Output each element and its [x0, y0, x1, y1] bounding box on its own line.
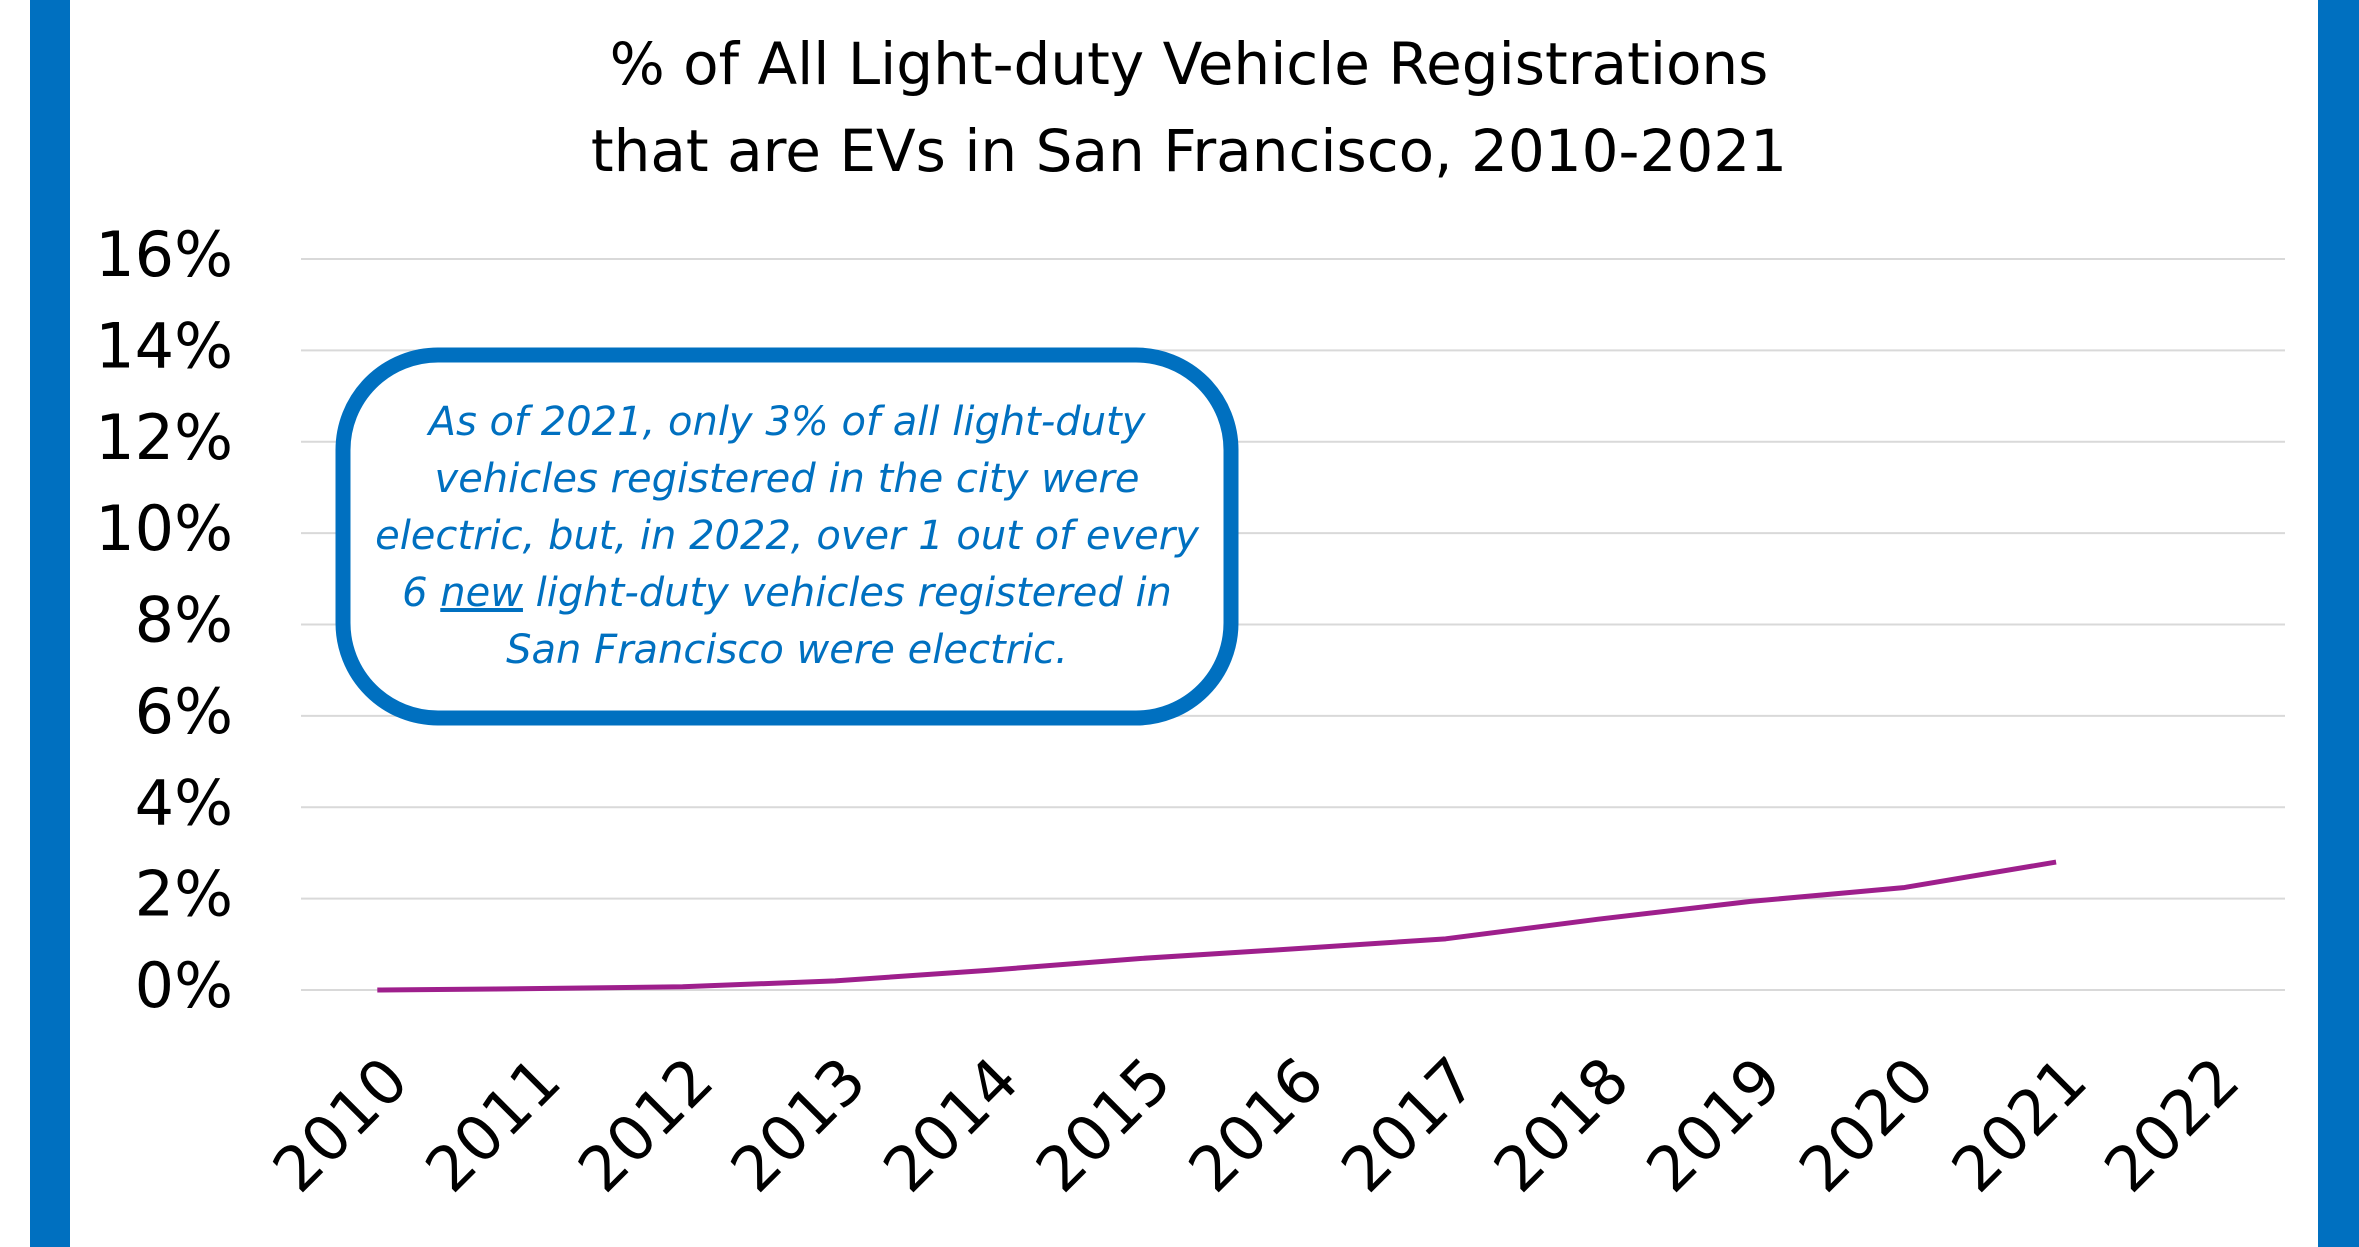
annotation-segment: vehicles registered in the city were	[435, 456, 1140, 502]
data-line	[377, 859, 2057, 993]
x-tick-label: 2015	[1022, 1043, 1185, 1206]
y-tick-label: 6%	[135, 675, 233, 748]
y-tick-label: 12%	[95, 401, 233, 474]
annotation-segment: San Francisco were electric.	[506, 627, 1068, 673]
y-tick-label: 8%	[135, 584, 233, 657]
annotation-text: As of 2021, only 3% of all light-duty	[426, 399, 1147, 445]
x-tick-label: 2019	[1632, 1043, 1795, 1206]
annotation-text: electric, but, in 2022, over 1 out of ev…	[375, 513, 1200, 559]
left-border	[30, 0, 70, 1247]
annotation-text: 6 new light-duty vehicles registered in	[402, 570, 1172, 616]
annotation-segment: new	[440, 570, 523, 616]
y-tick-label: 2%	[135, 858, 233, 931]
y-tick-label: 10%	[95, 492, 233, 565]
x-tick-label: 2011	[411, 1043, 574, 1206]
annotation-segment: 6	[402, 570, 427, 616]
x-tick-label: 2022	[2090, 1043, 2253, 1206]
chart-title: that are EVs in San Francisco, 2010-2021	[591, 117, 1787, 185]
x-tick-label: 2021	[1938, 1043, 2101, 1206]
annotation-segment: electric, but, in 2022, over 1 out of ev…	[375, 513, 1200, 559]
y-tick-label: 16%	[95, 218, 233, 291]
annotation-segment: light-duty vehicles registered in	[536, 570, 1172, 616]
y-tick-label: 0%	[135, 949, 233, 1022]
x-tick-label: 2012	[564, 1043, 727, 1206]
annotation-box	[335, 347, 1239, 726]
x-tick-label: 2020	[1785, 1043, 1948, 1206]
y-tick-label: 4%	[135, 766, 233, 839]
right-border	[2318, 0, 2359, 1247]
x-tick-label: 2017	[1327, 1043, 1490, 1206]
annotation-text: vehicles registered in the city were	[435, 456, 1140, 502]
y-tick-label: 14%	[95, 309, 233, 382]
x-tick-label: 2010	[259, 1043, 422, 1206]
annotation-text: San Francisco were electric.	[506, 627, 1068, 673]
x-tick-label: 2013	[717, 1043, 880, 1206]
chart-title: % of All Light-duty Vehicle Registration…	[610, 30, 1769, 98]
x-tick-label: 2016	[1174, 1043, 1337, 1206]
annotation-segment: As of 2021, only 3% of all light-duty	[426, 399, 1147, 445]
x-tick-label: 2014	[869, 1043, 1032, 1206]
x-tick-label: 2018	[1480, 1043, 1643, 1206]
